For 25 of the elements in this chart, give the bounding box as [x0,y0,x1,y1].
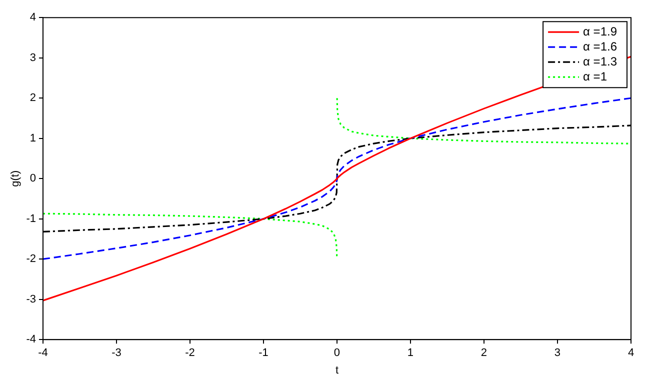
x-tick-label: -1 [258,347,268,360]
line-series [42,97,631,260]
x-axis-title: t [335,364,339,376]
y-tick-label: 2 [30,92,36,104]
x-tick-label: 1 [407,347,414,360]
x-tick-label: -4 [38,347,48,360]
y-tick-label: -2 [26,253,36,266]
legend-label: α =1 [583,69,608,84]
x-tick-label: 2 [480,347,488,360]
x-tick-label: 4 [628,347,634,360]
x-tick-label: 0 [334,347,340,360]
x-tick-label: 3 [554,347,561,360]
y-tick-label: 3 [30,52,36,64]
legend-label: α =1.6 [583,39,618,54]
y-tick-label: 4 [30,12,36,24]
y-tick-label: -1 [26,212,36,225]
x-tick-label: -3 [112,347,122,360]
x-tick-label: -2 [185,347,195,360]
y-axis-title: g(t) [10,170,22,187]
legend-label: α =1.3 [583,54,618,68]
y-tick-label: -3 [26,293,36,306]
y-tick-label: 0 [30,172,36,185]
y-tick-label: -4 [26,334,36,346]
legend-label: α =1.9 [583,24,618,38]
y-tick-label: 1 [30,132,36,144]
